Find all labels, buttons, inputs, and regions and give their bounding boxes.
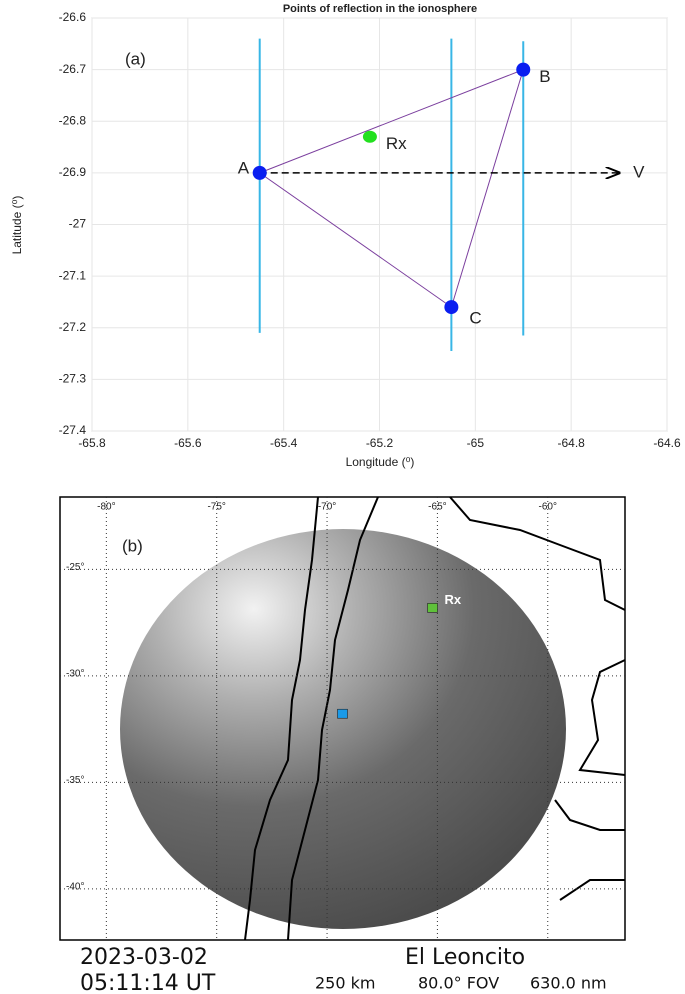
y-tick-label: -27 xyxy=(69,217,87,231)
coastline xyxy=(578,659,626,776)
chart-title: Points of reflection in the ionosphere xyxy=(283,3,477,15)
receiver-point xyxy=(362,130,377,143)
arrow-label: V xyxy=(633,162,645,181)
wavelength: 630.0 nm xyxy=(530,974,607,993)
lon-tick-label: -65° xyxy=(428,502,446,513)
y-axis-label: Latitude (⁰) xyxy=(10,196,24,255)
y-tick-label: -27.3 xyxy=(59,372,87,386)
reflection-point xyxy=(444,300,459,315)
reflection-point xyxy=(516,62,531,77)
point-label: B xyxy=(539,67,550,86)
lon-tick-label: -70° xyxy=(318,502,336,513)
x-tick-label: -64.8 xyxy=(557,436,585,450)
map-panel: (b) xyxy=(59,496,626,941)
station: El Leoncito xyxy=(405,945,525,970)
lon-tick-label: -75° xyxy=(207,502,225,513)
lat-tick-label: -30° xyxy=(66,669,84,680)
triangle xyxy=(258,68,525,308)
date: 2023-03-02 xyxy=(80,945,208,970)
coastline xyxy=(559,879,625,901)
coastline xyxy=(554,799,625,831)
y-tick-label: -27.4 xyxy=(59,423,87,437)
lat-tick-label: -35° xyxy=(66,775,84,786)
y-tick-label: -26.6 xyxy=(59,10,87,24)
panel-label: (b) xyxy=(122,536,143,555)
sky-image xyxy=(120,529,566,929)
map-frame xyxy=(59,496,626,941)
marker xyxy=(337,708,348,719)
x-tick-label: -65.2 xyxy=(366,436,394,450)
lat-tick-label: -25° xyxy=(66,562,84,573)
fov: 80.0° FOV xyxy=(418,974,499,993)
lon-tick-label: -80° xyxy=(97,502,115,513)
point-label: A xyxy=(238,158,250,177)
x-tick-label: -65.4 xyxy=(270,436,298,450)
x-tick-label: -65 xyxy=(467,436,485,450)
border-line xyxy=(449,496,626,611)
reflection-point xyxy=(252,165,267,180)
lat-tick-label: -40° xyxy=(66,882,84,893)
border-line xyxy=(287,496,379,941)
y-tick-label: -26.8 xyxy=(59,113,87,127)
y-tick-label: -27.2 xyxy=(59,320,87,334)
x-tick-label: -65.8 xyxy=(78,436,106,450)
y-tick-label: -26.9 xyxy=(59,165,87,179)
panel-label: (a) xyxy=(125,49,146,68)
marker xyxy=(427,603,438,613)
x-tick-label: -65.6 xyxy=(174,436,202,450)
x-axis-label: Longitude (⁰) xyxy=(346,455,415,469)
lon-tick-label: -60° xyxy=(539,502,557,513)
time: 05:11:14 UT xyxy=(80,971,216,994)
y-tick-label: -26.7 xyxy=(59,62,87,76)
x-tick-label: -64.6 xyxy=(653,436,681,450)
point-label: C xyxy=(469,309,481,328)
receiver-label: Rx xyxy=(386,134,407,153)
coastline xyxy=(244,496,319,941)
marker-label: Rx xyxy=(445,592,462,607)
y-tick-label: -27.1 xyxy=(59,268,87,282)
altitude: 250 km xyxy=(315,974,375,993)
